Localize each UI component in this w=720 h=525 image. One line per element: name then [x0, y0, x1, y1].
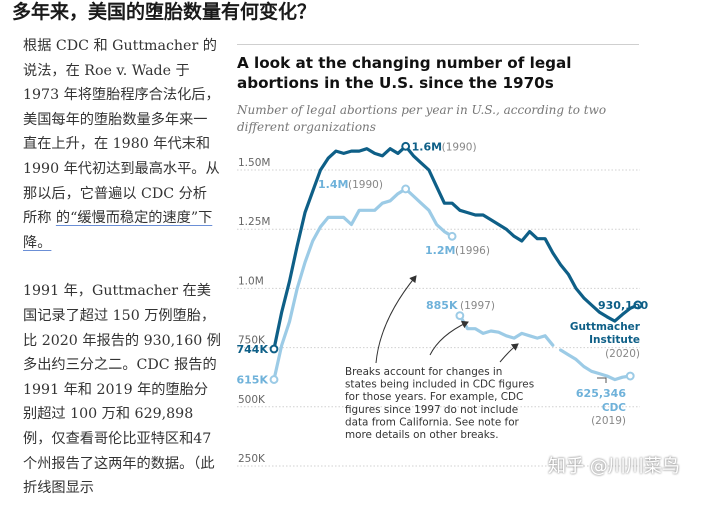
annotation-line-1: Breaks account for changes in: [345, 366, 502, 378]
paragraph-2-text: 1991 年，Guttmacher 在美国记录了超过 150 万例堕胎，比 20…: [23, 283, 221, 497]
annotation-line-6: more details on other breaks.: [345, 429, 499, 441]
y-tick-label: 750K: [238, 335, 266, 347]
guttmacher-2020-marker: [633, 300, 643, 310]
paragraph-1-text: 根据 CDC 和 Guttmacher 的说法，在 Roe v. Wade 于 …: [23, 38, 220, 227]
y-tick-label: 1.25M: [238, 216, 270, 228]
cdc-1973-marker: [269, 375, 279, 384]
annotation-line-5: data from California. See note for: [345, 416, 520, 428]
annotation-line-2: states being included in CDC figures: [345, 379, 534, 391]
cdc-end-year-label: (2019): [591, 415, 626, 427]
cdc-series-line-segment-2: [458, 314, 555, 347]
guttmacher-1973-label: 744K: [237, 343, 269, 356]
annotation-arrow-1997: [429, 320, 469, 356]
cdc-1973-label: 615K: [237, 374, 269, 387]
cdc-end-name-label: CDC: [602, 402, 626, 414]
cdc-2019-value-label: 625,346: [576, 387, 626, 400]
cdc-1997-value-label: 885K: [426, 299, 458, 312]
chart-title: A look at the changing number of legal a…: [237, 54, 572, 92]
annotation-line-3: for those years. For example, CDC: [345, 391, 523, 403]
guttmacher-series-line: [272, 144, 640, 351]
guttmacher-end-name-line-2: Institute: [589, 334, 640, 346]
annotation-arrow-1996: [375, 275, 417, 364]
guttmacher-end-name-line-1: Guttmacher: [570, 321, 641, 333]
cdc-1996-year-label: (1996): [455, 245, 490, 257]
guttmacher-1990-year-label: (1990): [442, 141, 477, 153]
cdc-1996-value-label: 1.2M: [425, 244, 455, 257]
y-tick-label: 1.0M: [238, 275, 264, 287]
y-tick-label: 500K: [238, 394, 266, 406]
guttmacher-1973-marker: [269, 344, 279, 354]
guttmacher-2020-value-label: 930,160: [598, 299, 648, 312]
cdc-1990-marker: [401, 184, 411, 194]
guttmacher-1990-marker: [401, 141, 411, 151]
annotation-arrow-2009: [499, 343, 519, 363]
cdc-2019-marker: [625, 371, 635, 381]
cdc-series-line-segment-1: [272, 187, 454, 382]
y-tick-label: 250K: [238, 453, 266, 465]
cdc-1996-marker: [447, 231, 457, 241]
cdc-1997-year-label: (1997): [460, 300, 495, 312]
article-paragraph-1: 根据 CDC 和 Guttmacher 的说法，在 Roe v. Wade 于 …: [23, 34, 221, 255]
slow-steady-pace-link[interactable]: 的“缓慢而稳定的速度”下降。: [23, 210, 213, 251]
cdc-1990-year-label: (1990): [348, 179, 383, 191]
article-body: 根据 CDC 和 Guttmacher 的说法，在 Roe v. Wade 于 …: [23, 34, 221, 525]
guttmacher-1990-value-label: 1.6M: [412, 140, 442, 153]
guttmacher-end-year-label: (2020): [605, 348, 640, 360]
cdc-1997-marker: [455, 311, 465, 321]
zhihu-watermark: 知乎 @川川菜鸟: [548, 456, 680, 477]
cdc-1990-value-label: 1.4M: [318, 178, 348, 191]
y-tick-label: 1.50M: [238, 157, 270, 169]
cdc-series-line-segment-3: [559, 348, 632, 382]
article-paragraph-2: 1991 年，Guttmacher 在美国记录了超过 150 万例堕胎，比 20…: [23, 279, 221, 500]
cdc-end-label-connector: [597, 377, 607, 383]
chart-top-rule: [237, 44, 639, 45]
chart-subtitle: Number of legal abortions per year in U.…: [237, 103, 607, 134]
page-title: 多年来，美国的堕胎数量有何变化？: [12, 1, 317, 23]
annotation-line-4: figures since 1997 do not include: [345, 404, 518, 416]
